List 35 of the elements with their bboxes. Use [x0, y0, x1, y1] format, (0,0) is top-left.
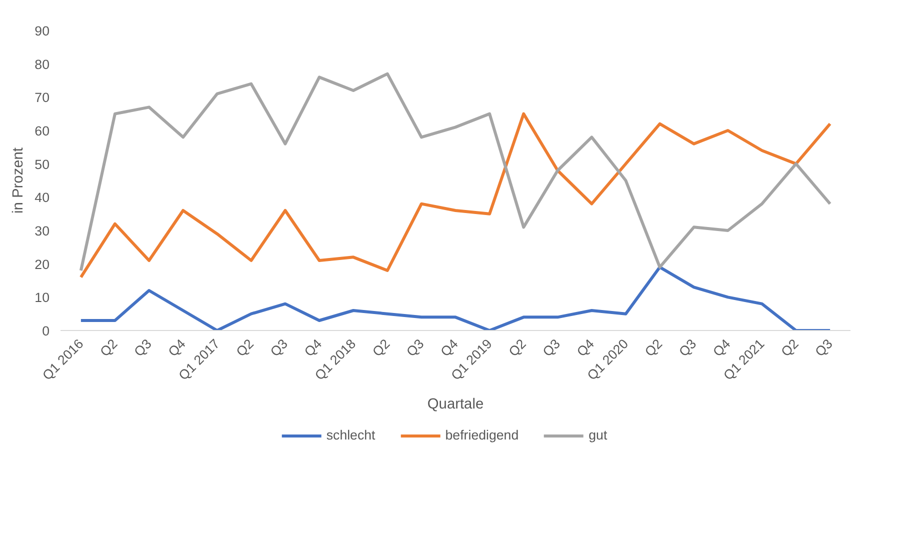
y-tick-label: 10	[34, 290, 50, 306]
legend-label: schlecht	[326, 428, 376, 442]
x-tick-label: Q2	[233, 336, 256, 360]
x-tick-label: Q2	[506, 336, 529, 360]
y-tick-label: 70	[34, 90, 50, 106]
x-axis-title: Quartale	[427, 396, 484, 412]
legend-label: befriedigend	[445, 428, 519, 442]
x-tick-label: Q3	[404, 336, 427, 360]
x-tick-label: Q4	[438, 336, 462, 360]
x-tick-label: Q3	[131, 336, 154, 360]
x-tick-label: Q2	[642, 336, 666, 360]
y-tick-label: 30	[34, 224, 50, 238]
y-tick-label: 0	[42, 324, 50, 338]
x-tick-label: Q4	[165, 336, 189, 360]
x-tick-label: Q4	[301, 336, 326, 360]
line-series	[79, 266, 832, 330]
legend-label: gut	[588, 428, 608, 442]
x-tick-label: Q3	[540, 336, 563, 360]
x-tick-label: Q2	[97, 336, 120, 360]
y-tick-label: 50	[34, 156, 50, 172]
x-tick-label: Q2	[370, 336, 393, 360]
y-tick-label: 60	[34, 124, 50, 138]
y-axis-title: in Prozent	[10, 147, 27, 214]
y-tick-label: 80	[34, 56, 50, 72]
y-tick-label: 20	[34, 256, 50, 272]
line-series	[79, 112, 832, 279]
line-series	[79, 72, 832, 272]
x-tick-label: Q4	[574, 336, 598, 360]
y-tick-label: 90	[34, 24, 50, 38]
y-tick-label: 40	[34, 190, 50, 206]
x-tick-label: Q3	[267, 336, 291, 360]
x-tick-label: Q3	[812, 336, 836, 360]
x-tick-label: Q3	[676, 336, 700, 360]
x-tick-label: Q2	[778, 336, 802, 360]
x-tick-label: Q4	[710, 336, 734, 360]
